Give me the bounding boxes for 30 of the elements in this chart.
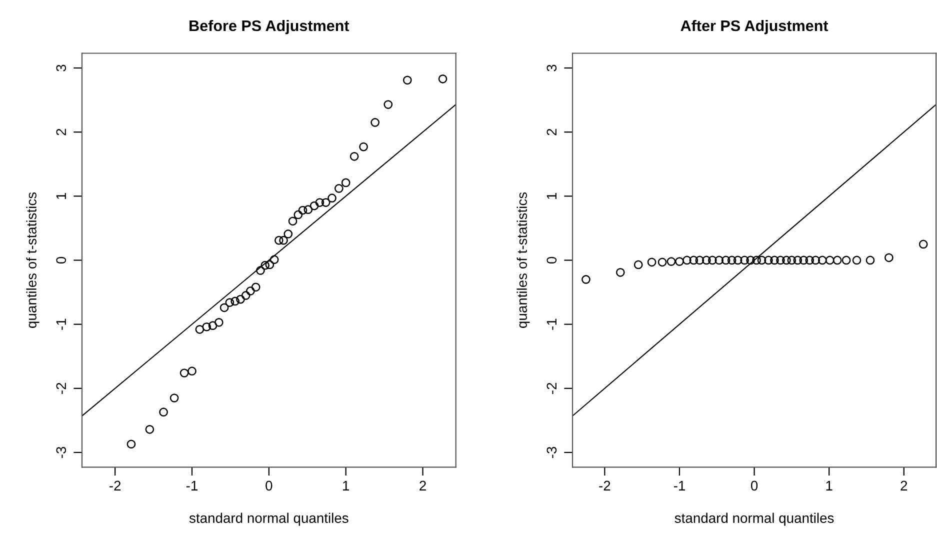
y-axis-title: quantiles of t-statistics (516, 192, 530, 328)
y-tick-label: 3 (546, 64, 557, 72)
x-tick-label: -2 (599, 480, 610, 490)
y-tick-label: -3 (56, 446, 66, 458)
x-tick-label: -1 (186, 480, 198, 490)
y-tick-label: 2 (56, 128, 66, 136)
y-tick-label: -2 (56, 382, 66, 394)
x-axis-title: standard normal quantiles (674, 512, 834, 526)
y-tick-label: 1 (546, 192, 556, 199)
chart-title: Before PS Adjustment (190, 20, 350, 34)
y-tick-label: 2 (546, 128, 556, 136)
y-tick-label: -2 (546, 382, 556, 394)
x-tick-label: 1 (826, 480, 832, 490)
x-tick-label: 0 (266, 480, 272, 491)
y-tick-label: -1 (546, 318, 556, 330)
x-tick-label: 2 (420, 480, 426, 490)
chart-title: After PS Adjustment (680, 20, 828, 34)
y-tick-label: -1 (56, 318, 66, 330)
y-axis-title: quantiles of t-statistics (26, 192, 40, 328)
y-tick-label: 0 (56, 256, 66, 264)
y-tick-label: -3 (546, 446, 557, 458)
x-tick-label: -2 (110, 480, 121, 490)
y-tick-label: 0 (546, 256, 557, 264)
y-tick-label: 3 (56, 64, 66, 72)
y-tick-label: 1 (56, 192, 66, 199)
x-axis-title: standard normal quantiles (189, 512, 348, 526)
x-tick-label: 0 (750, 480, 758, 491)
x-tick-label: 2 (900, 480, 908, 490)
x-tick-label: -1 (674, 480, 685, 490)
x-tick-label: 1 (343, 480, 350, 490)
